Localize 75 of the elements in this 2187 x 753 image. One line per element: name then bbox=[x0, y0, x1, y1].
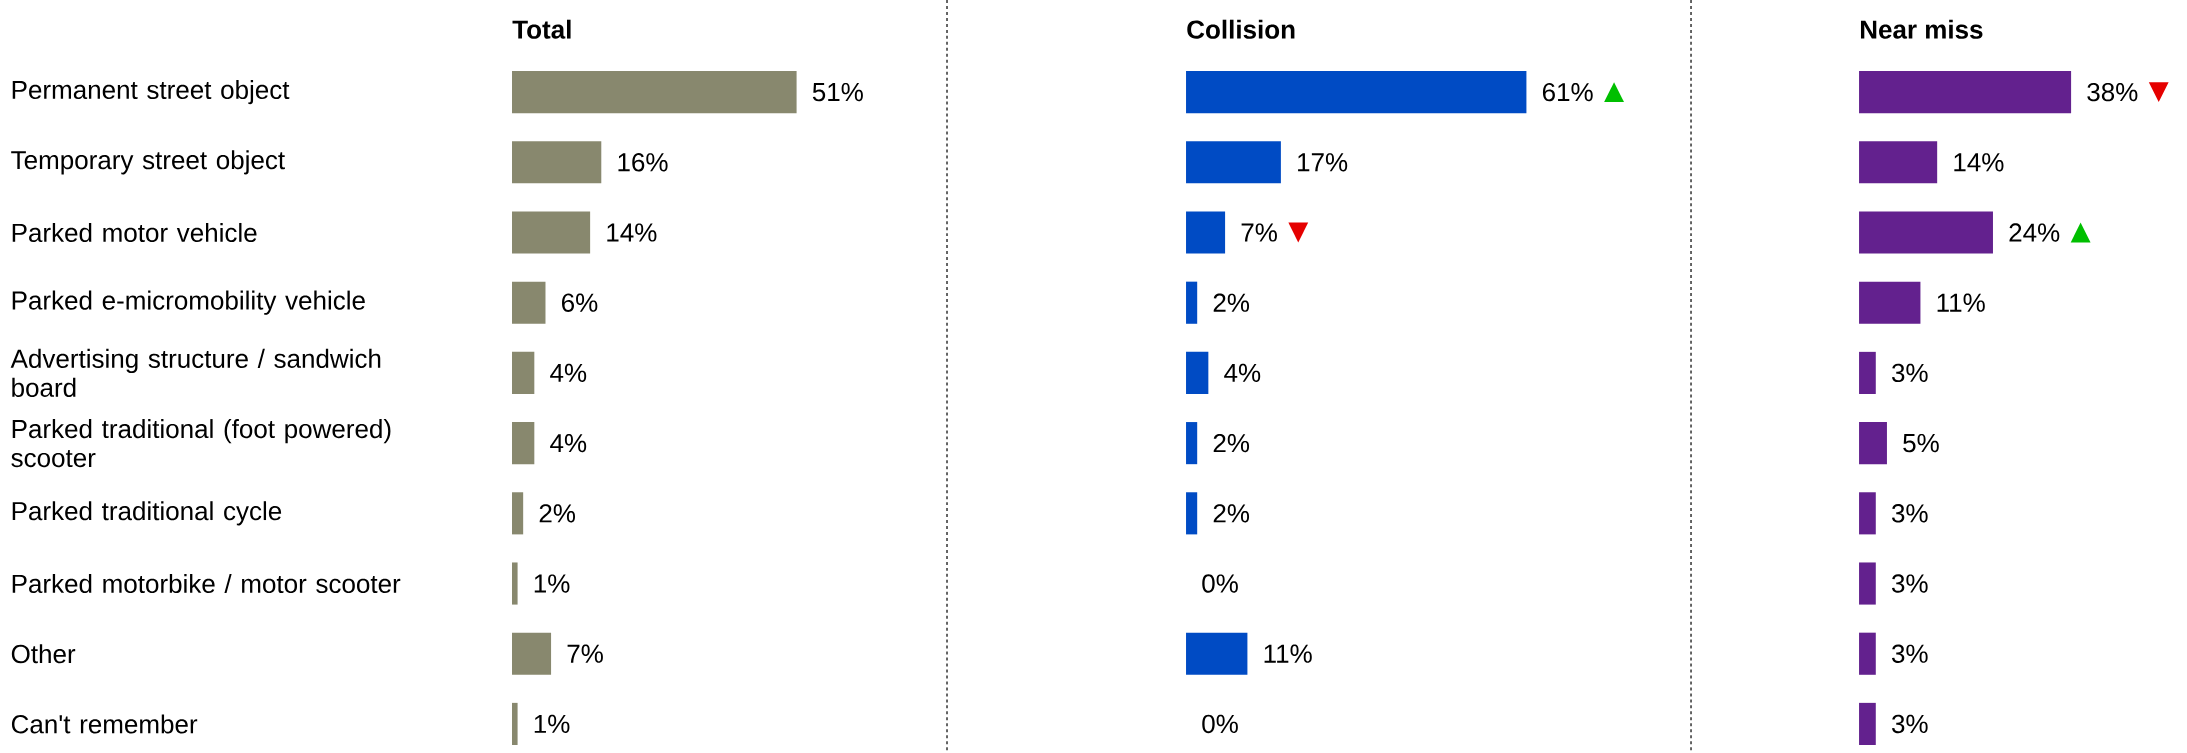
data-label: 7% bbox=[1241, 223, 1277, 242]
y-tick-label: Parked traditional cycle bbox=[12, 501, 282, 526]
bar bbox=[512, 71, 797, 114]
annotation: ▲ bbox=[1604, 82, 1624, 103]
data-label: 24% bbox=[2009, 223, 2060, 242]
chart-title: Total bbox=[512, 19, 571, 39]
y-tick-label: Parked e-micromobility vehicle bbox=[12, 290, 365, 315]
data-label: 2% bbox=[1213, 433, 1250, 453]
data-label: 3% bbox=[1891, 504, 1928, 523]
data-label: 17% bbox=[1298, 153, 1348, 172]
data-label: 7% bbox=[567, 644, 603, 663]
data-label: 2% bbox=[1213, 293, 1250, 312]
bar bbox=[1186, 281, 1198, 324]
bar bbox=[1186, 141, 1281, 184]
y-tick-label: Advertising structure / sandwich board bbox=[10, 348, 381, 397]
data-label: 3% bbox=[1891, 714, 1928, 734]
bar bbox=[1859, 141, 1938, 184]
data-label: 6% bbox=[562, 293, 598, 312]
data-label: 3% bbox=[1891, 363, 1928, 383]
y-tick-label: Temporary street object bbox=[11, 150, 285, 175]
bar bbox=[1859, 492, 1876, 535]
y-tick-label: Other bbox=[11, 644, 76, 664]
bar bbox=[1859, 211, 1993, 254]
chart-title: Collision bbox=[1187, 19, 1295, 39]
bar bbox=[512, 702, 518, 745]
bar bbox=[512, 351, 535, 394]
bar bbox=[512, 211, 591, 254]
bar bbox=[1859, 281, 1921, 324]
y-tick-label: Parked traditional (foot powered) scooter bbox=[11, 419, 391, 468]
bar bbox=[1859, 562, 1876, 605]
bar bbox=[1859, 351, 1876, 394]
data-label: 61% bbox=[1542, 82, 1593, 102]
data-label: 0% bbox=[1202, 574, 1238, 593]
data-label: 2% bbox=[1213, 504, 1250, 523]
bar bbox=[1186, 632, 1248, 675]
data-label: 3% bbox=[1891, 574, 1928, 593]
data-label: 3% bbox=[1891, 644, 1928, 663]
data-label: 4% bbox=[1224, 363, 1261, 383]
data-label: 4% bbox=[550, 363, 587, 383]
bar bbox=[512, 422, 535, 465]
bar bbox=[1186, 71, 1527, 114]
bar bbox=[1859, 422, 1887, 465]
data-label: 1% bbox=[534, 574, 570, 593]
annotation: ▼ bbox=[2148, 82, 2169, 103]
y-tick-label: Parked motor vehicle bbox=[12, 222, 257, 243]
bar bbox=[1859, 632, 1876, 675]
bar bbox=[1186, 492, 1198, 535]
data-label: 2% bbox=[539, 504, 576, 523]
y-tick-label: Can't remember bbox=[11, 714, 198, 734]
data-label: 16% bbox=[618, 153, 668, 172]
y-tick-label: Parked motorbike / motor scooter bbox=[12, 573, 401, 594]
bar bbox=[512, 632, 552, 675]
bar bbox=[1186, 351, 1209, 394]
bar bbox=[1859, 702, 1876, 745]
data-label: 1% bbox=[534, 714, 570, 734]
bar bbox=[512, 141, 602, 184]
annotation: ▲ bbox=[2070, 222, 2091, 243]
annotation: ▼ bbox=[1288, 222, 1309, 243]
data-label: 14% bbox=[607, 223, 657, 242]
bar bbox=[1859, 71, 2072, 114]
bar bbox=[512, 492, 524, 535]
data-label: 5% bbox=[1903, 433, 1939, 453]
chart-title: Near miss bbox=[1860, 19, 1983, 39]
data-label: 4% bbox=[550, 434, 587, 453]
bar bbox=[1186, 422, 1198, 465]
data-label: 51% bbox=[812, 82, 863, 102]
bar bbox=[512, 281, 546, 324]
bar bbox=[1186, 211, 1226, 254]
y-tick-label: Permanent street object bbox=[12, 79, 290, 105]
data-label: 0% bbox=[1202, 714, 1238, 734]
bar bbox=[512, 562, 518, 605]
data-label: 14% bbox=[1954, 153, 2004, 172]
data-label: 38% bbox=[2087, 82, 2138, 102]
data-label: 11% bbox=[1264, 644, 1312, 663]
data-label: 11% bbox=[1937, 293, 1985, 312]
